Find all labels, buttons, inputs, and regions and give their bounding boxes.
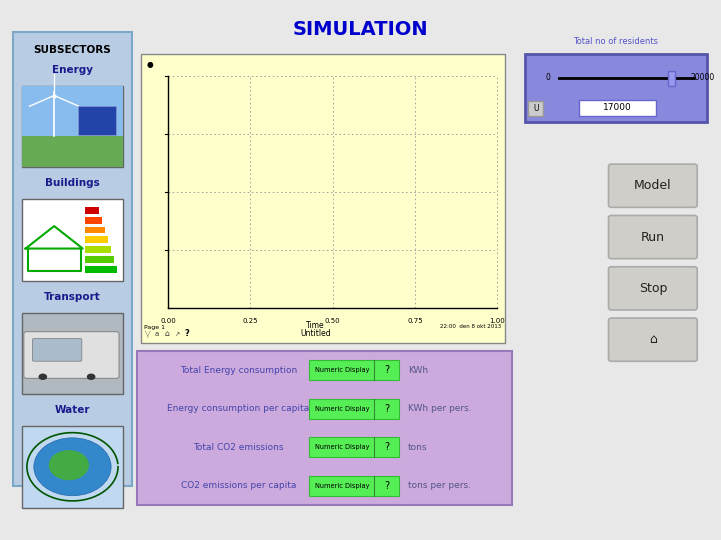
Bar [84, 237, 108, 243]
Text: Numeric Display: Numeric Display [314, 444, 369, 450]
Text: 0: 0 [546, 73, 550, 82]
Bar [84, 217, 102, 224]
Text: Water: Water [55, 405, 90, 415]
Circle shape [87, 374, 95, 380]
Bar [22, 86, 123, 167]
Text: U: U [533, 104, 539, 113]
Text: ⌂: ⌂ [649, 333, 657, 346]
Text: Total CO2 emissions: Total CO2 emissions [193, 443, 283, 451]
Text: Buildings: Buildings [45, 178, 99, 188]
Text: Total no of residents: Total no of residents [573, 37, 658, 46]
Bar [84, 246, 111, 253]
Bar [309, 360, 399, 380]
Bar [528, 101, 543, 116]
Bar [668, 71, 675, 86]
Text: Model: Model [634, 179, 672, 192]
Text: Untitled: Untitled [300, 329, 331, 338]
Text: ?: ? [384, 365, 389, 375]
Bar [13, 32, 132, 486]
Text: ╲╱: ╲╱ [144, 331, 151, 338]
Text: Energy: Energy [52, 65, 93, 75]
Text: Transport: Transport [44, 292, 101, 302]
Text: Numeric Display: Numeric Display [314, 406, 369, 411]
Text: Energy consumption per capita: Energy consumption per capita [167, 404, 309, 413]
Text: 0.50: 0.50 [325, 318, 340, 323]
Text: CO2 emissions per capita: CO2 emissions per capita [180, 481, 296, 490]
FancyBboxPatch shape [609, 318, 697, 361]
Text: 0.25: 0.25 [243, 318, 258, 323]
Text: Page 1: Page 1 [144, 326, 165, 330]
Circle shape [49, 450, 89, 480]
Text: a: a [155, 332, 159, 338]
FancyBboxPatch shape [609, 267, 697, 310]
Text: ↗: ↗ [174, 333, 180, 338]
Bar [309, 476, 399, 496]
Text: ?: ? [384, 442, 389, 452]
Text: SIMULATION: SIMULATION [293, 20, 428, 39]
Bar [22, 426, 123, 508]
Text: Numeric Display: Numeric Display [314, 483, 369, 489]
Text: ●: ● [146, 60, 153, 70]
Text: Time: Time [306, 321, 324, 330]
Text: 1.00: 1.00 [490, 318, 505, 323]
FancyBboxPatch shape [609, 215, 697, 259]
Bar [84, 256, 114, 263]
Text: tons: tons [408, 443, 428, 451]
Bar [22, 199, 123, 281]
Bar [141, 54, 505, 343]
Text: ?: ? [185, 329, 190, 339]
Text: Run: Run [641, 231, 665, 244]
FancyBboxPatch shape [32, 339, 81, 361]
Text: tons per pers.: tons per pers. [408, 481, 471, 490]
Text: Total Energy consumption: Total Energy consumption [180, 366, 297, 375]
Bar [22, 137, 123, 167]
Circle shape [38, 374, 47, 380]
Text: ?: ? [384, 481, 389, 491]
Text: 0.00: 0.00 [160, 318, 176, 323]
Bar [309, 437, 399, 457]
Text: KWh: KWh [408, 366, 428, 375]
Bar [78, 106, 116, 135]
Circle shape [34, 438, 111, 496]
Bar [580, 100, 655, 116]
Text: 0.75: 0.75 [407, 318, 423, 323]
Bar [309, 399, 399, 418]
Bar [84, 266, 118, 273]
Text: ⌂: ⌂ [164, 329, 169, 339]
Text: KWh per pers.: KWh per pers. [408, 404, 472, 413]
Text: ?: ? [384, 404, 389, 414]
Text: Numeric Display: Numeric Display [314, 367, 369, 373]
Bar [84, 226, 105, 233]
Bar [22, 313, 123, 394]
FancyBboxPatch shape [24, 332, 119, 379]
Bar [137, 351, 512, 505]
Text: 22:00  den 8 okt 2013: 22:00 den 8 okt 2013 [440, 324, 501, 329]
FancyBboxPatch shape [609, 164, 697, 207]
Bar [22, 86, 123, 137]
Text: 20000: 20000 [691, 73, 715, 82]
Bar [84, 207, 99, 214]
Text: Stop: Stop [639, 282, 667, 295]
Text: 17000: 17000 [603, 104, 632, 112]
Bar [525, 54, 707, 122]
Text: SUBSECTORS: SUBSECTORS [34, 45, 111, 55]
